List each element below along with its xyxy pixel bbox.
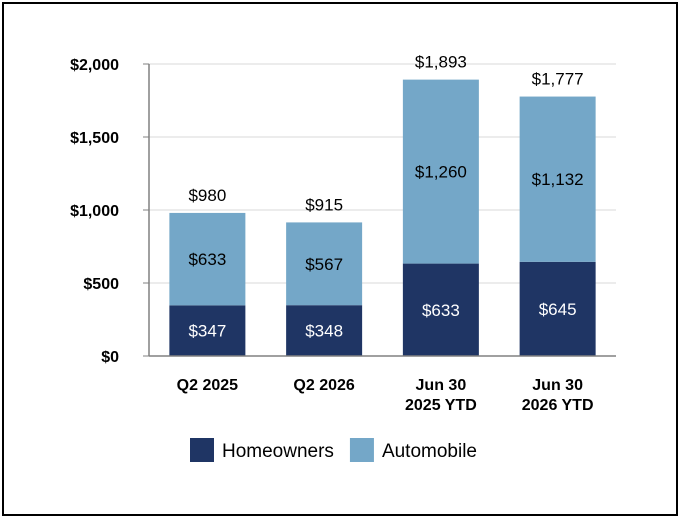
total-label: $915 <box>305 195 343 214</box>
stacked-bar-chart: $347 $633 $980 $348 $567 $915 $633 $1,260 $1,893… <box>70 53 616 462</box>
data-label-homeowners: $633 <box>422 301 460 320</box>
y-tick-label: $1,000 <box>70 203 119 220</box>
y-tick-label: $500 <box>83 276 119 293</box>
bar-homeowners <box>286 305 363 356</box>
y-tick-label: $1,500 <box>70 130 119 147</box>
data-label-automobile: $633 <box>188 250 226 269</box>
legend-swatch-homeowners <box>190 438 214 462</box>
bar-homeowners <box>169 305 246 356</box>
bar-homeowners <box>519 261 596 356</box>
legend-label-automobile: Automobile <box>382 441 477 462</box>
y-tick-label: $0 <box>101 349 119 366</box>
bar-automobile <box>169 212 246 306</box>
x-category-label: 2025 YTD <box>405 397 477 414</box>
legend-label-homeowners: Homeowners <box>222 441 334 462</box>
total-label: $980 <box>188 186 226 205</box>
bar-automobile <box>286 222 363 306</box>
bar-homeowners <box>402 263 479 356</box>
x-category-label: Q2 2026 <box>293 377 354 394</box>
x-category-label: Jun 30 <box>416 377 467 394</box>
data-label-homeowners: $347 <box>188 322 226 341</box>
y-tick-label: $2,000 <box>70 57 119 74</box>
bar-automobile <box>519 96 596 262</box>
data-label-automobile: $1,132 <box>532 170 584 189</box>
data-label-automobile: $1,260 <box>415 163 467 182</box>
total-label: $1,777 <box>532 70 584 89</box>
total-label: $1,893 <box>415 53 467 72</box>
legend-swatch-automobile <box>349 438 374 462</box>
x-category-label: Q2 2025 <box>177 377 238 394</box>
bar-automobile <box>402 79 479 264</box>
data-label-homeowners: $348 <box>305 322 343 341</box>
data-label-automobile: $567 <box>305 255 343 274</box>
data-label-homeowners: $645 <box>539 300 577 319</box>
x-category-label: Jun 30 <box>532 377 583 394</box>
x-category-label: 2026 YTD <box>522 397 594 414</box>
